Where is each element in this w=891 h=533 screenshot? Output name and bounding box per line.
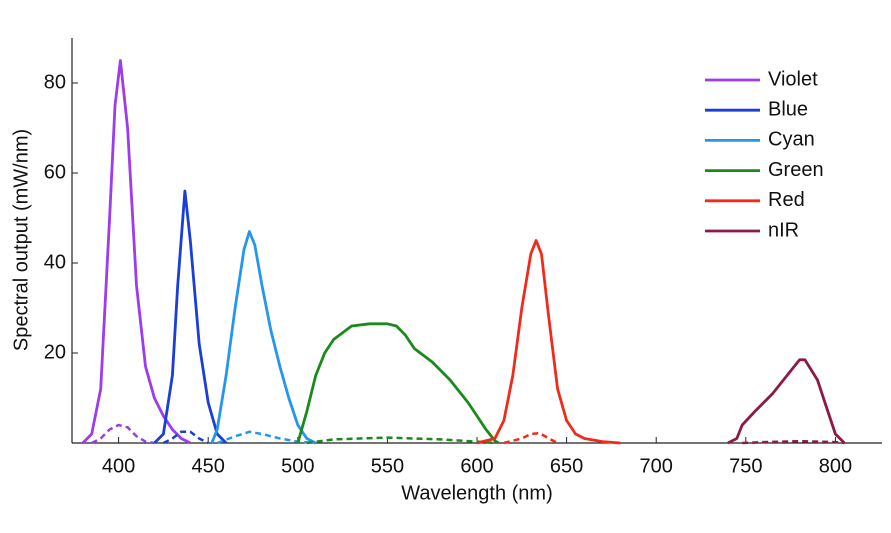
x-tick-label: 800 [819,455,852,477]
spectrum-dashed [162,430,209,445]
spectrum [476,239,621,445]
y-tick-label: 40 [44,251,66,273]
x-tick-label: 500 [281,455,314,477]
x-tick-label: 400 [102,455,135,477]
spectrum-dashed [306,436,495,445]
legend-label: Cyan [768,129,815,151]
x-tick-label: 700 [640,455,673,477]
x-tick-label: 550 [371,455,404,477]
legend-label: Violet [768,68,818,90]
y-tick-label: 20 [44,341,66,363]
spectrum [296,322,500,445]
legend-label: nIR [768,219,799,241]
x-tick-label: 650 [550,455,583,477]
spectrum-dashed [91,423,155,445]
spectrum [727,358,846,445]
y-tick-label: 80 [44,71,66,93]
spectrum-dashed [503,431,559,445]
spectrum [210,230,317,445]
y-axis-label: Spectral output (mW/nm) [10,129,32,351]
legend-label: Red [768,189,805,211]
y-tick-label: 60 [44,161,66,183]
legend-label: Blue [768,98,808,120]
x-tick-label: 600 [460,455,493,477]
spectrum [81,59,191,445]
x-axis-label: Wavelength (nm) [401,482,553,504]
spectrum-dashed [742,439,845,445]
x-tick-label: 450 [192,455,225,477]
legend-label: Green [768,159,824,181]
spectrum [153,189,228,444]
x-tick-label: 750 [729,455,762,477]
